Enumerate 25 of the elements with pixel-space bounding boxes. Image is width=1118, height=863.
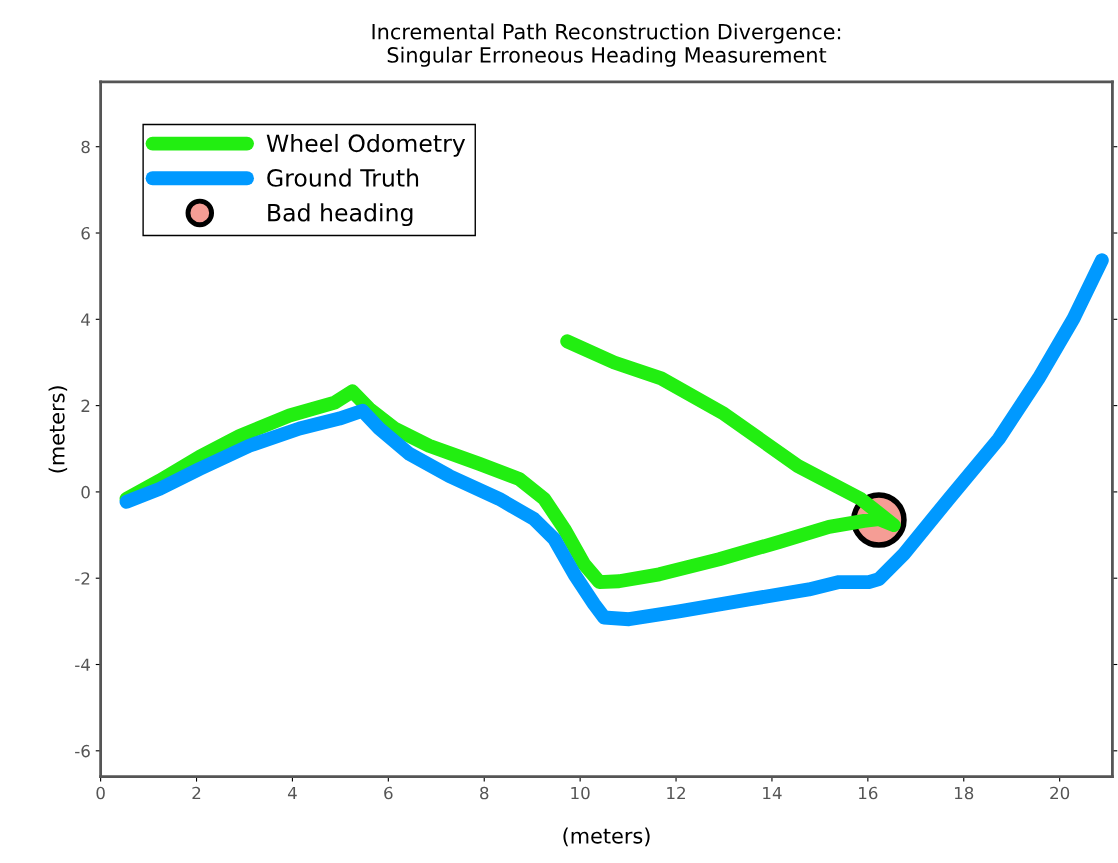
x-tick-label: 20 xyxy=(1050,786,1070,800)
x-tick-label: 8 xyxy=(480,786,489,800)
legend-label: Bad heading xyxy=(268,203,413,227)
x-tick-label: 6 xyxy=(384,786,393,800)
x-tick-label: 2 xyxy=(192,786,201,800)
x-tick-label: 0 xyxy=(96,786,105,800)
y-tick-label: 4 xyxy=(81,313,90,326)
legend-label: Wheel Odometry xyxy=(266,133,466,157)
y-tick-label: 2 xyxy=(81,399,90,412)
x-tick-label: 12 xyxy=(667,786,685,800)
y-tick-label: -2 xyxy=(75,572,90,585)
chart-title: Incremental Path Reconstruction Divergence: Singular Erroneous Heading Measurement xyxy=(372,23,841,67)
legend-label: Ground Truth xyxy=(267,168,419,187)
x-axis-title: (meters) xyxy=(563,827,650,847)
y-tick-label: 6 xyxy=(81,226,90,240)
x-tick-label: 16 xyxy=(859,786,878,800)
x-tick-label: 18 xyxy=(954,786,974,800)
x-tick-label: 14 xyxy=(763,786,782,800)
x-tick-label: 10 xyxy=(571,786,590,800)
x-tick-label: 4 xyxy=(287,786,297,800)
y-tick-label: 0 xyxy=(81,485,90,499)
y-axis-title: (meters) xyxy=(48,386,68,473)
y-tick-label: -4 xyxy=(75,658,90,671)
y-tick-label: 8 xyxy=(81,140,90,154)
y-tick-label: -6 xyxy=(75,744,90,758)
